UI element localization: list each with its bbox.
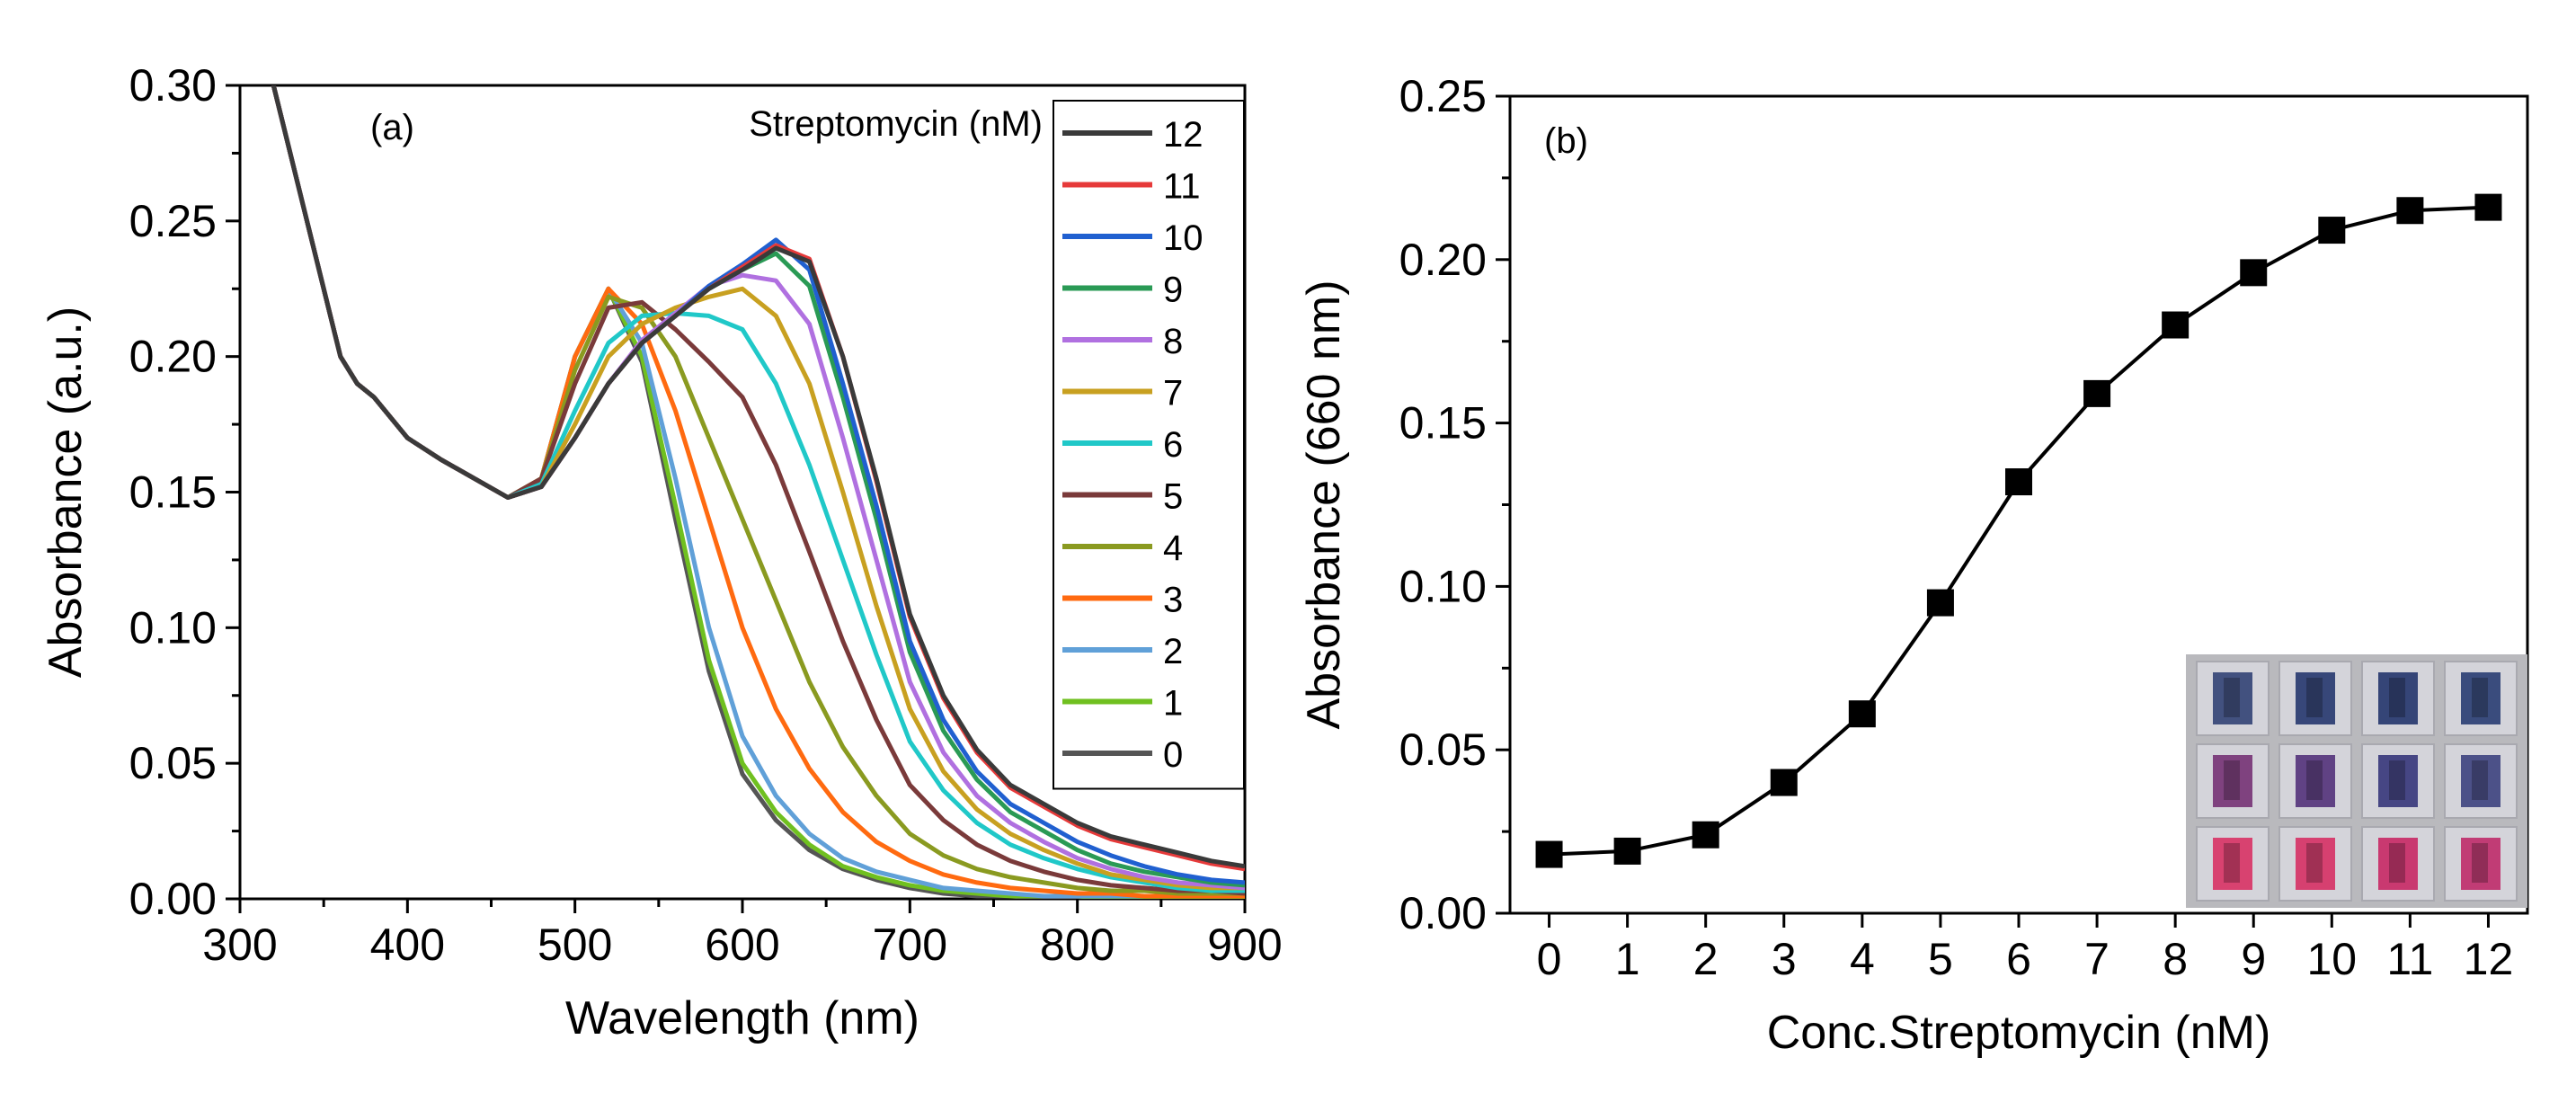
x-tick-label: 400 (370, 920, 445, 970)
x-tick-label: 3 (1772, 934, 1797, 984)
cuvette-liquid (2213, 755, 2252, 807)
x-axis-label: Wavelength (nm) (565, 992, 919, 1044)
data-point (1613, 837, 1641, 865)
x-axis-label: Conc.Streptomycin (nM) (1767, 1007, 2271, 1059)
cuvette-liquid (2296, 672, 2335, 724)
cuvette-liquid (2213, 672, 2252, 724)
legend-label-8: 8 (1163, 322, 1183, 361)
x-tick-label: 11 (2386, 934, 2433, 984)
y-tick-label: 0.15 (1399, 398, 1487, 449)
y-tick-label: 0.20 (129, 332, 217, 382)
data-point (2396, 197, 2424, 225)
x-tick-label: 4 (1850, 934, 1875, 984)
data-point (2474, 193, 2502, 221)
cuvette-shadow (2389, 678, 2405, 717)
data-point (2083, 379, 2111, 407)
panel-a-absorbance-spectra: 300 400 500 600 700 800 900 0.00 0.05 0.10 0.15 0.2… (40, 60, 1283, 1044)
data-point (2162, 311, 2190, 339)
panel-b-absorbance-vs-concentration: 0 1 2 3 4 5 6 7 8 9 10 11 120.000.050.100.150.200.25… (1298, 71, 2529, 1059)
cuvette-shadow (2389, 760, 2405, 800)
legend-label-4: 4 (1163, 529, 1183, 568)
cuvette-liquid (2461, 755, 2500, 807)
cuvette-shadow (2472, 760, 2488, 800)
x-tick-label: 6 (2006, 934, 2031, 984)
x-tick-label: 500 (537, 920, 612, 970)
y-tick-label: 0.10 (129, 602, 217, 653)
data-point (2240, 259, 2268, 287)
y-tick-label: 0.10 (1399, 561, 1487, 611)
x-tick-label: 12 (2464, 934, 2514, 984)
data-point (2318, 217, 2346, 244)
panel-label: (a) (370, 108, 414, 147)
x-tick-label: 800 (1040, 920, 1115, 970)
legend-label-2: 2 (1163, 632, 1183, 671)
cuvette-liquid (2296, 838, 2335, 890)
y-tick-label: 0.20 (1399, 235, 1487, 285)
legend-label-7: 7 (1163, 374, 1183, 413)
x-tick-label: 9 (2241, 934, 2266, 984)
y-tick-label: 0.00 (129, 874, 217, 924)
x-tick-label: 1 (1615, 934, 1640, 984)
y-tick-label: 0.25 (1399, 71, 1487, 121)
legend-label-11: 11 (1163, 167, 1201, 207)
cuvette-shadow (2472, 678, 2488, 717)
cuvette-shadow (2306, 678, 2323, 717)
spectrum-line-12 (271, 85, 1245, 869)
cuvette-shadow (2224, 760, 2240, 800)
cuvette-liquid (2296, 755, 2335, 807)
y-tick-label: 0.05 (129, 738, 217, 788)
x-tick-label: 700 (873, 920, 947, 970)
legend-label-1: 1 (1163, 684, 1183, 724)
y-tick-label: 0.05 (1399, 724, 1487, 775)
x-tick-label: 7 (2084, 934, 2110, 984)
x-tick-label: 2 (1693, 934, 1719, 984)
cuvette-shadow (2224, 843, 2240, 883)
legend-label-12: 12 (1163, 115, 1204, 155)
cuvette-liquid (2461, 672, 2500, 724)
data-point (1926, 589, 1954, 617)
cuvette-liquid (2378, 838, 2418, 890)
x-tick-label: 10 (2306, 934, 2357, 984)
x-tick-label: 600 (705, 920, 779, 970)
x-tick-label: 900 (1207, 920, 1282, 970)
y-axis-label: Absorbance (a.u.) (40, 307, 92, 678)
cuvette-liquid (2378, 755, 2418, 807)
legend-label-9: 9 (1163, 271, 1183, 310)
cuvette-liquid (2213, 838, 2252, 890)
legend-label-5: 5 (1163, 477, 1183, 517)
cuvette-shadow (2472, 843, 2488, 883)
cuvette-shadow (2389, 843, 2405, 883)
cuvette-shadow (2224, 678, 2240, 717)
cuvette-shadow (2306, 843, 2323, 883)
y-tick-label: 0.00 (1399, 888, 1487, 938)
legend-label-3: 3 (1163, 581, 1183, 620)
legend-title: Streptomycin (nM) (749, 104, 1043, 144)
cuvette-liquid (2461, 838, 2500, 890)
x-tick-label: 8 (2163, 934, 2188, 984)
legend-label-0: 0 (1163, 735, 1183, 775)
x-tick-label: 5 (1928, 934, 1953, 984)
cuvette-shadow (2306, 760, 2323, 800)
legend-label-10: 10 (1163, 218, 1204, 258)
data-point (2005, 468, 2032, 496)
x-tick-label: 300 (202, 920, 277, 970)
y-axis-label: Absorbance (660 nm) (1298, 280, 1350, 729)
legend-label-6: 6 (1163, 425, 1183, 465)
series-group (271, 85, 1245, 899)
data-point (1770, 769, 1798, 796)
cuvette-liquid (2378, 672, 2418, 724)
y-tick-label: 0.15 (129, 467, 217, 518)
data-point (1535, 840, 1563, 868)
x-tick-label: 0 (1537, 934, 1562, 984)
data-point (1692, 821, 1719, 849)
data-point (1848, 700, 1876, 728)
y-tick-label: 0.30 (129, 60, 217, 111)
y-tick-label: 0.25 (129, 196, 217, 246)
panel-label: (b) (1544, 121, 1588, 161)
